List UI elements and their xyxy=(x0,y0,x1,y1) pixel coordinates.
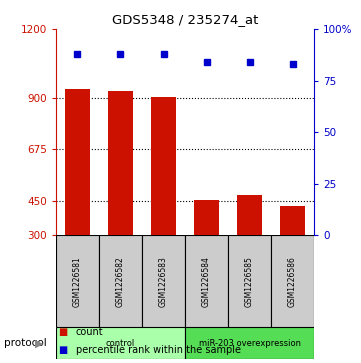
Text: GSM1226586: GSM1226586 xyxy=(288,256,297,307)
Text: control: control xyxy=(106,339,135,348)
Bar xyxy=(185,236,228,327)
Text: miR-203 overexpression: miR-203 overexpression xyxy=(199,339,301,348)
Text: count: count xyxy=(76,327,104,337)
Bar xyxy=(56,327,185,359)
Bar xyxy=(185,327,314,359)
Bar xyxy=(56,236,99,327)
Bar xyxy=(108,91,134,236)
Text: GSM1226583: GSM1226583 xyxy=(159,256,168,307)
Bar xyxy=(142,236,185,327)
Text: GSM1226582: GSM1226582 xyxy=(116,256,125,307)
Bar xyxy=(237,195,262,236)
Text: ■: ■ xyxy=(58,345,67,355)
Bar xyxy=(271,236,314,327)
Bar xyxy=(151,97,177,236)
Text: GSM1226581: GSM1226581 xyxy=(73,256,82,307)
Text: ■: ■ xyxy=(58,327,67,337)
Text: GSM1226584: GSM1226584 xyxy=(202,256,211,307)
Title: GDS5348 / 235274_at: GDS5348 / 235274_at xyxy=(112,13,258,26)
Text: ▶: ▶ xyxy=(35,338,43,348)
Bar xyxy=(228,236,271,327)
Bar xyxy=(65,89,90,236)
Bar xyxy=(193,200,219,236)
Text: protocol: protocol xyxy=(4,338,46,348)
Text: percentile rank within the sample: percentile rank within the sample xyxy=(76,345,241,355)
Bar xyxy=(280,206,305,236)
Text: GSM1226585: GSM1226585 xyxy=(245,256,254,307)
Bar xyxy=(99,236,142,327)
